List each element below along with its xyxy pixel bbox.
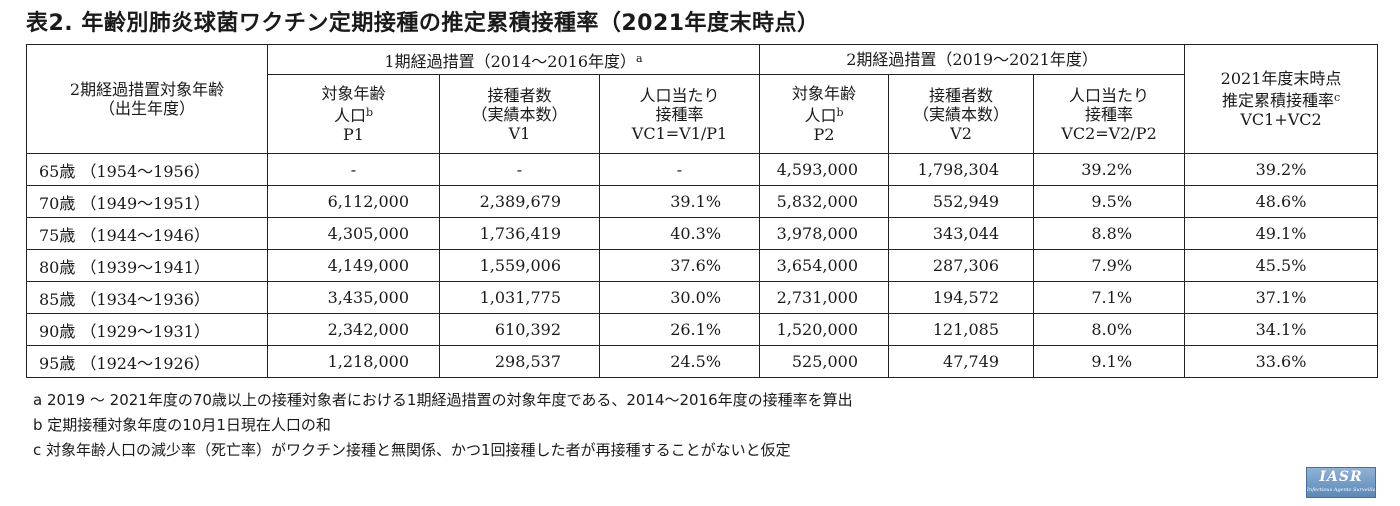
cell-vc2: 9.1% xyxy=(1033,345,1186,378)
table-row: 90歳 （1929～1931） 2,342,000 610,392 26.1% 1,52… xyxy=(26,313,1379,346)
table-row: 80歳 （1939～1941） 4,149,000 1,559,006 37.6% 3,… xyxy=(26,249,1379,282)
cell-p2: 3,654,000 xyxy=(759,249,890,282)
vaccination-rate-table: 2期経過措置対象年齢 （出生年度） 1期経過措置（2014～2016年度）a 2… xyxy=(26,44,1379,378)
header-vc2: 人口当たり 接種率 VC2=V2/P2 xyxy=(1033,74,1186,154)
cell-age: 85歳 （1934～1936） xyxy=(26,281,268,314)
cell-total: 45.5% xyxy=(1184,249,1379,282)
table-row: 85歳 （1934～1936） 3,435,000 1,031,775 30.0% 2,… xyxy=(26,281,1379,314)
header-row-groups: 2期経過措置対象年齢 （出生年度） 1期経過措置（2014～2016年度）a 2… xyxy=(26,44,1379,154)
cell-p1: 4,305,000 xyxy=(267,217,440,250)
cell-vc2: 7.9% xyxy=(1033,249,1186,282)
table-title: 表2. 年齢別肺炎球菌ワクチン定期接種の推定累積接種率（2021年度末時点） xyxy=(26,11,820,36)
cell-p1: 4,149,000 xyxy=(267,249,440,282)
cell-p2: 4,593,000 xyxy=(759,153,890,186)
iasr-logo-text: IASR xyxy=(1319,469,1363,485)
cell-v2: 194,572 xyxy=(888,281,1035,314)
cell-v1: 1,736,419 xyxy=(439,217,600,250)
footnotes: a 2019 ～ 2021年度の70歳以上の接種対象者における1期経過措置の対象… xyxy=(33,388,853,463)
cell-vc2: 9.5% xyxy=(1033,185,1186,218)
cell-vc1: 24.5% xyxy=(598,345,761,378)
cell-p2: 3,978,000 xyxy=(759,217,890,250)
cell-vc1: 30.0% xyxy=(598,281,761,314)
header-age: 2期経過措置対象年齢 （出生年度） xyxy=(26,44,268,154)
header-group-phase1: 1期経過措置（2014～2016年度）a xyxy=(266,44,761,75)
table-row: 70歳 （1949～1951） 6,112,000 2,389,679 39.1% 5,… xyxy=(26,185,1379,218)
cell-vc1: 40.3% xyxy=(598,217,761,250)
cell-v2: 47,749 xyxy=(888,345,1035,378)
cell-v1: 298,537 xyxy=(439,345,600,378)
cell-total: 37.1% xyxy=(1184,281,1379,314)
cell-v1: - xyxy=(439,153,600,186)
cell-vc2: 8.8% xyxy=(1033,217,1186,250)
cell-age: 90歳 （1929～1931） xyxy=(26,313,268,346)
cell-p2: 2,731,000 xyxy=(759,281,890,314)
cell-vc2: 7.1% xyxy=(1033,281,1186,314)
cell-p2: 525,000 xyxy=(759,345,890,378)
cell-p1: 1,218,000 xyxy=(267,345,440,378)
header-v1: 接種者数 （実績本数） V1 xyxy=(439,74,600,154)
cell-p2: 5,832,000 xyxy=(759,185,890,218)
cell-v1: 1,031,775 xyxy=(439,281,600,314)
table-row: 95歳 （1924～1926） 1,218,000 298,537 24.5% 525,… xyxy=(26,345,1379,378)
table-row: 75歳 （1944～1946） 4,305,000 1,736,419 40.3% 3,… xyxy=(26,217,1379,250)
header-row-columns: 対象年齢 人口b P1 接種者数 （実績本数） V1 人口当たり 接種率 VC1… xyxy=(27,74,1378,154)
header-cumulative-rate: 2021年度末時点 推定累積接種率c VC1+VC2 xyxy=(1184,44,1379,154)
cell-v1: 2,389,679 xyxy=(439,185,600,218)
cell-age: 65歳 （1954～1956） xyxy=(26,153,268,186)
cell-v2: 343,044 xyxy=(888,217,1035,250)
cell-p1: 6,112,000 xyxy=(267,185,440,218)
cell-total: 33.6% xyxy=(1184,345,1379,378)
cell-total: 34.1% xyxy=(1184,313,1379,346)
cell-vc1: 39.1% xyxy=(598,185,761,218)
header-p2: 対象年齢 人口b P2 xyxy=(759,74,890,154)
table-body: 65歳 （1954～1956） - - -4,593,000 1,798,304 39.2… xyxy=(26,153,1379,378)
header-vc1: 人口当たり 接種率 VC1=V1/P1 xyxy=(598,74,761,154)
cell-vc2: 39.2% xyxy=(1033,153,1186,186)
cell-age: 75歳 （1944～1946） xyxy=(26,217,268,250)
header-v2: 接種者数 （実績本数） V2 xyxy=(888,74,1035,154)
cell-total: 49.1% xyxy=(1184,217,1379,250)
header-group-phase2: 2期経過措置（2019～2021年度） xyxy=(759,44,1186,75)
cell-v1: 610,392 xyxy=(439,313,600,346)
cell-vc1: 37.6% xyxy=(598,249,761,282)
cell-v2: 552,949 xyxy=(888,185,1035,218)
cell-age: 95歳 （1924～1926） xyxy=(26,345,268,378)
table-row: 65歳 （1954～1956） - - -4,593,000 1,798,304 39.2… xyxy=(26,153,1379,186)
cell-v1: 1,559,006 xyxy=(439,249,600,282)
cell-v2: 287,306 xyxy=(888,249,1035,282)
cell-total: 39.2% xyxy=(1184,153,1379,186)
footnote-a: a 2019 ～ 2021年度の70歳以上の接種対象者における1期経過措置の対象… xyxy=(33,391,853,409)
cell-age: 80歳 （1939～1941） xyxy=(26,249,268,282)
cell-total: 48.6% xyxy=(1184,185,1379,218)
cell-p2: 1,520,000 xyxy=(759,313,890,346)
footnote-c: c 対象年齢人口の減少率（死亡率）がワクチン接種と無関係、かつ1回接種した者が再… xyxy=(33,441,791,459)
cell-p1: 2,342,000 xyxy=(267,313,440,346)
cell-vc1: 26.1% xyxy=(598,313,761,346)
cell-v2: 121,085 xyxy=(888,313,1035,346)
iasr-logo-subtitle: Infectious Agents Surveillance Report xyxy=(1307,487,1375,493)
cell-vc2: 8.0% xyxy=(1033,313,1186,346)
iasr-logo: IASR Infectious Agents Surveillance Repo… xyxy=(1306,467,1376,498)
cell-vc1: - xyxy=(598,153,761,186)
footnote-b: b 定期接種対象年度の10月1日現在人口の和 xyxy=(33,416,331,434)
cell-p1: 3,435,000 xyxy=(267,281,440,314)
header-p1: 対象年齢 人口b P1 xyxy=(267,74,440,154)
cell-p1: - xyxy=(267,153,440,186)
cell-v2: 1,798,304 xyxy=(888,153,1035,186)
cell-age: 70歳 （1949～1951） xyxy=(26,185,268,218)
